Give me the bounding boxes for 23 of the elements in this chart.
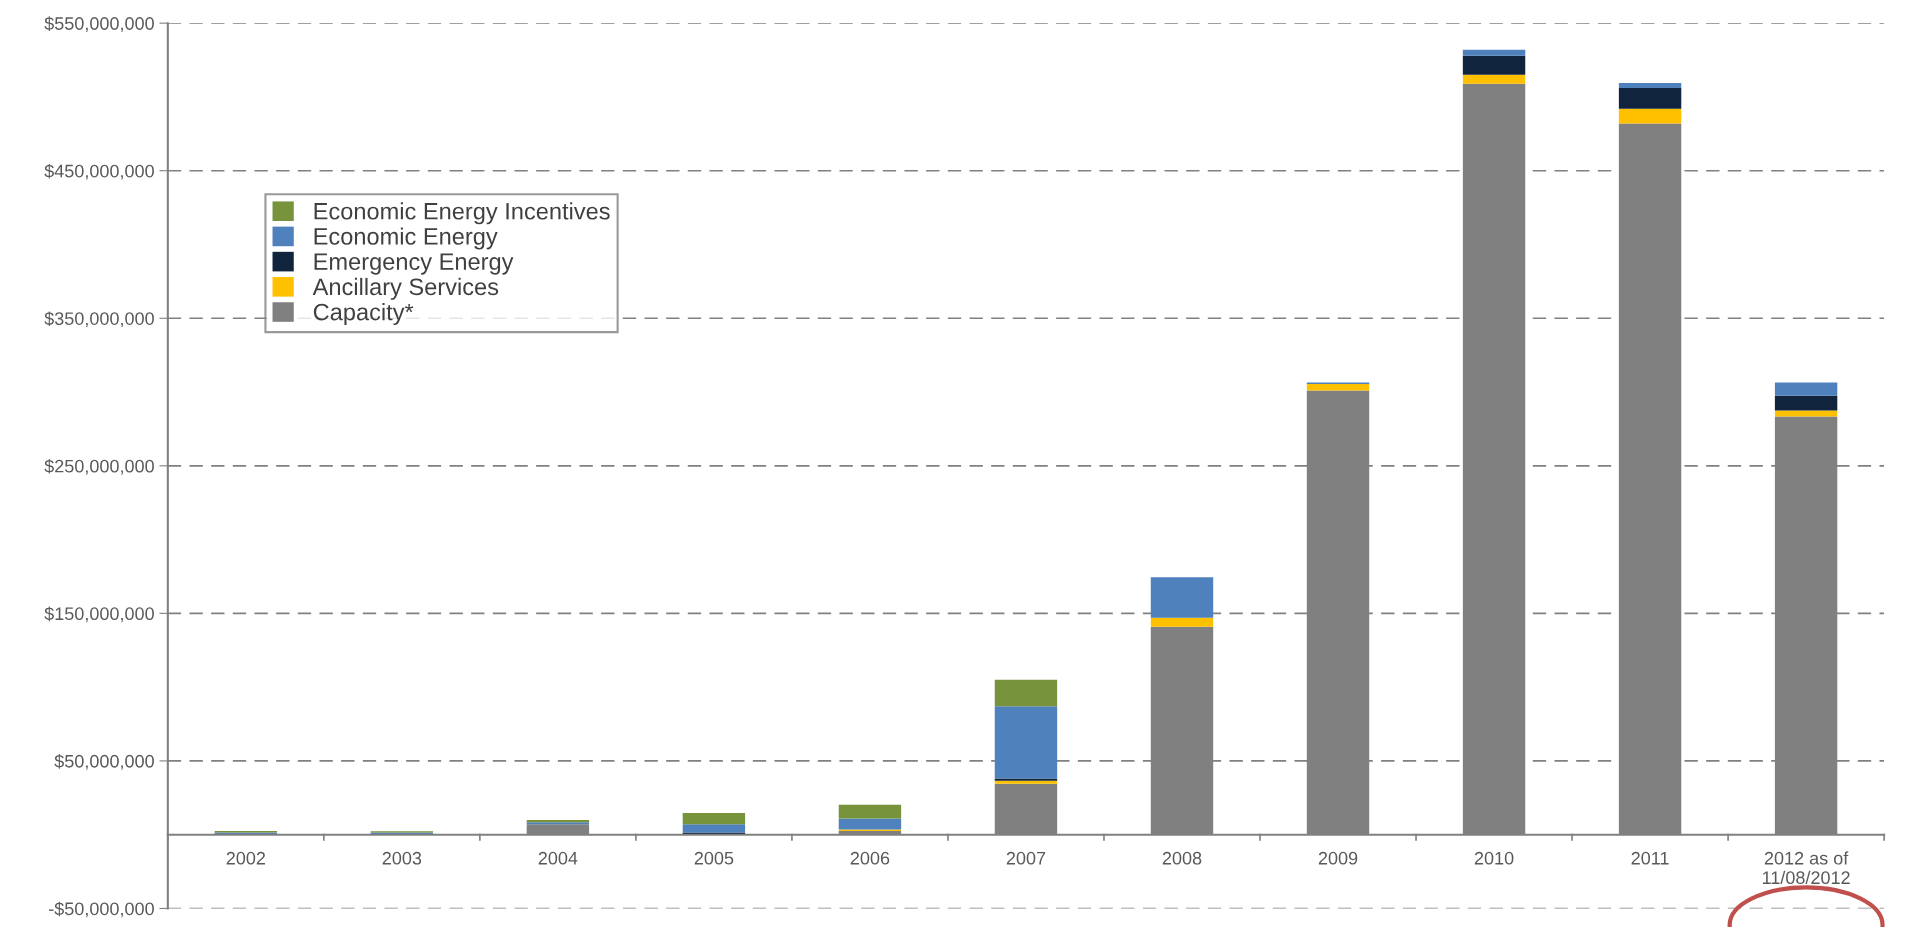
y-tick-label: $450,000,000 [44, 163, 154, 180]
x-tick-label: 2004 [538, 851, 578, 865]
legend-label: Economic Energy Incentives [314, 202, 610, 225]
y-tick-label: -$50,000,000 [49, 901, 154, 918]
y-tick-label: $550,000,000 [44, 16, 154, 33]
y-tick-label: $150,000,000 [44, 606, 154, 623]
y-tick-label: $250,000,000 [44, 458, 154, 475]
y-tick-label: $50,000,000 [54, 754, 154, 770]
x-tick-label: 2007 [1006, 851, 1046, 865]
y-tick-label: $350,000,000 [44, 311, 154, 328]
legend-label: Emergency Energy [314, 253, 514, 275]
x-tick-label: 2002 [226, 851, 266, 865]
x-tick-label: 2006 [850, 851, 890, 865]
legend-label: Economic Energy [314, 227, 498, 250]
x-tick-label: 2011 [1631, 851, 1669, 865]
x-tick-label: 2010 [1474, 851, 1514, 865]
legend-label: Ancillary Services [312, 277, 499, 300]
x-tick-label: 2008 [1162, 851, 1202, 865]
x-tick-label: 2003 [382, 851, 422, 865]
x-tick-label: 2009 [1318, 851, 1358, 865]
legend-label: Capacity* [313, 303, 414, 326]
x-tick-label: 2005 [694, 851, 734, 865]
x-tick-label: 2012 as of 11/08/2012 [1762, 851, 1850, 885]
